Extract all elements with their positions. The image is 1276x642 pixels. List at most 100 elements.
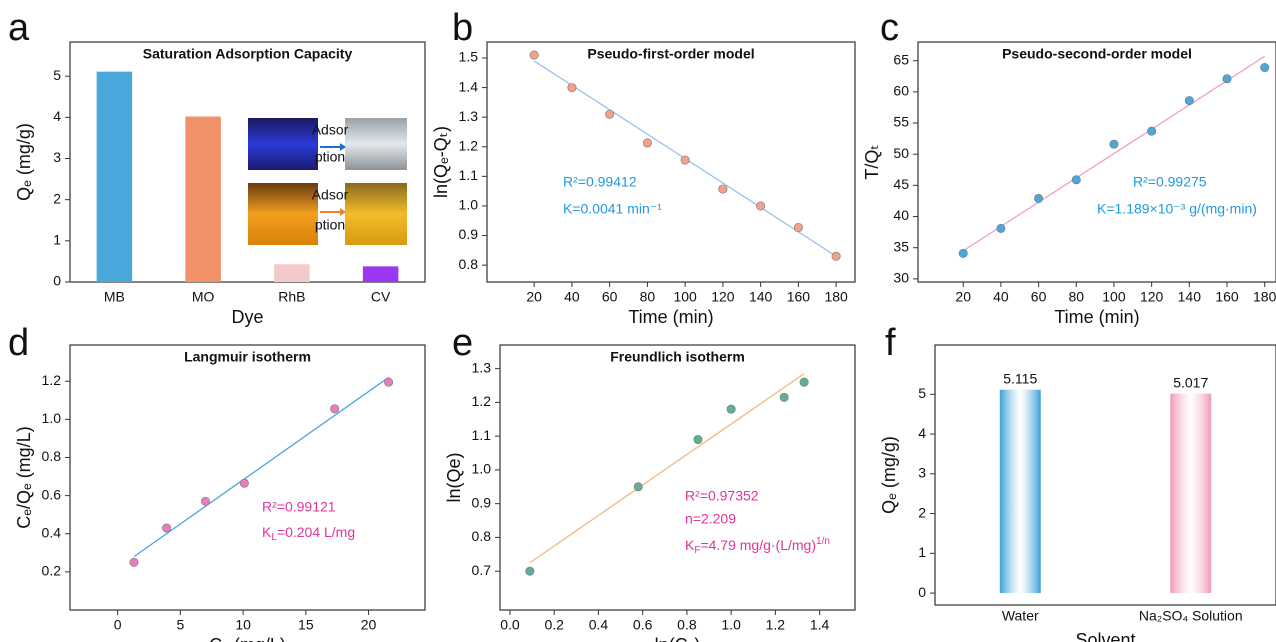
y-tick-label: 1 bbox=[53, 232, 61, 248]
data-point bbox=[1071, 175, 1081, 185]
plot-frame bbox=[499, 344, 856, 611]
photo bbox=[345, 118, 407, 170]
y-tick-label: 0.2 bbox=[42, 563, 62, 579]
photo bbox=[248, 118, 318, 170]
y-axis-title: T/Qₜ bbox=[862, 144, 882, 179]
x-tick-label: 40 bbox=[564, 289, 580, 305]
data-point bbox=[239, 478, 249, 488]
y-axis-title: Cₑ/Qₑ (mg/L) bbox=[14, 426, 34, 528]
data-point bbox=[726, 404, 736, 414]
plot-frame bbox=[486, 41, 856, 283]
y-tick-label: 1 bbox=[918, 544, 926, 560]
annotation-part: F bbox=[694, 545, 700, 556]
x-tick-label: 180 bbox=[824, 289, 848, 305]
annotation: Adsor bbox=[312, 122, 349, 138]
y-tick-label: 35 bbox=[893, 238, 909, 254]
y-tick-label: 0 bbox=[53, 273, 61, 289]
data-point bbox=[605, 109, 615, 119]
y-tick-label: 5 bbox=[918, 385, 926, 401]
plot-frame bbox=[934, 344, 1276, 606]
data-point bbox=[129, 557, 139, 567]
annotation: R²=0.99121 bbox=[262, 499, 336, 515]
panel-label: c bbox=[880, 7, 899, 49]
y-tick-label: 65 bbox=[893, 51, 909, 67]
y-tick-label: 3 bbox=[918, 465, 926, 481]
data-point bbox=[200, 496, 210, 506]
fit-line bbox=[133, 376, 389, 558]
x-tick-label: 80 bbox=[640, 289, 656, 305]
inset-photos bbox=[248, 118, 407, 245]
data-point bbox=[793, 223, 803, 233]
y-tick-label: 45 bbox=[893, 176, 909, 192]
y-tick-label: 0.8 bbox=[472, 528, 492, 544]
x-tick-label: 0.6 bbox=[633, 617, 653, 633]
data-point bbox=[996, 223, 1006, 233]
data-point bbox=[1222, 74, 1232, 84]
data-point bbox=[756, 201, 766, 211]
x-tick-label: Na₂SO₄ Solution bbox=[1139, 608, 1243, 624]
y-tick-label: 2 bbox=[53, 190, 61, 206]
x-tick-label: 20 bbox=[955, 289, 971, 305]
bar bbox=[185, 116, 221, 283]
data-point bbox=[718, 184, 728, 194]
x-tick-label: 15 bbox=[298, 617, 314, 633]
y-tick-label: 0.7 bbox=[472, 562, 492, 578]
y-axis-title: ln(Qₑ-Qₜ) bbox=[431, 126, 451, 198]
data-point bbox=[779, 392, 789, 402]
data-point bbox=[384, 377, 394, 387]
data-point bbox=[1034, 193, 1044, 203]
plot-frame bbox=[917, 41, 1276, 283]
panel-label: f bbox=[885, 322, 896, 364]
annotation-part: K bbox=[685, 537, 695, 553]
x-tick-label: 0.0 bbox=[500, 617, 520, 633]
y-tick-label: 0.8 bbox=[459, 256, 479, 272]
y-tick-label: 4 bbox=[918, 425, 926, 441]
chart-title: Pseudo-second-order model bbox=[1002, 46, 1192, 62]
x-tick-label: 0.2 bbox=[544, 617, 564, 633]
chart-title: Freundlich isotherm bbox=[610, 349, 745, 365]
y-tick-label: 1.0 bbox=[472, 461, 492, 477]
data-point bbox=[831, 251, 841, 261]
x-tick-label: 1.4 bbox=[810, 617, 830, 633]
annotation: K=1.189×10⁻³ g/(mg·min) bbox=[1097, 201, 1257, 217]
x-tick-label: 1.2 bbox=[766, 617, 786, 633]
x-tick-label: 0 bbox=[114, 617, 122, 633]
fit-line bbox=[529, 373, 805, 564]
arrow-head bbox=[340, 143, 346, 151]
annotation: ption bbox=[315, 149, 345, 165]
y-axis-title: Qₑ (mg/g) bbox=[879, 436, 899, 514]
y-tick-label: 0 bbox=[918, 584, 926, 600]
data-point bbox=[1109, 139, 1119, 149]
x-axis-title: Solvent bbox=[1075, 630, 1135, 642]
panel-label: a bbox=[8, 7, 30, 49]
x-axis-title: Cₑ (mg/L) bbox=[209, 635, 286, 642]
bar bbox=[1170, 393, 1212, 594]
data-label: 5.017 bbox=[1173, 374, 1208, 390]
annotation-part: K bbox=[262, 524, 272, 540]
x-tick-label: 40 bbox=[993, 289, 1009, 305]
chart-title: Saturation Adsorption Capacity bbox=[143, 46, 353, 62]
bar bbox=[999, 389, 1041, 594]
annotation: n=2.209 bbox=[685, 511, 736, 527]
x-tick-label: 120 bbox=[711, 289, 735, 305]
y-tick-label: 1.3 bbox=[472, 359, 492, 375]
x-axis-title: Time (min) bbox=[628, 307, 713, 327]
x-tick-label: 160 bbox=[1215, 289, 1239, 305]
annotation: K=0.0041 min⁻¹ bbox=[563, 201, 662, 217]
bar bbox=[96, 71, 133, 282]
y-tick-label: 55 bbox=[893, 114, 909, 130]
plot-frame bbox=[69, 344, 426, 611]
chart-title: Pseudo-first-order model bbox=[587, 46, 754, 62]
y-tick-label: 1.1 bbox=[472, 427, 492, 443]
y-tick-label: 1.3 bbox=[459, 108, 479, 124]
x-axis-title: Dye bbox=[231, 307, 263, 327]
data-point bbox=[525, 566, 535, 576]
bar bbox=[362, 266, 399, 282]
x-tick-label: 60 bbox=[1031, 289, 1047, 305]
y-tick-label: 4 bbox=[53, 108, 61, 124]
data-point bbox=[693, 435, 703, 445]
data-point bbox=[567, 83, 577, 93]
x-tick-label: MO bbox=[192, 289, 215, 305]
annotation-part: 1/n bbox=[816, 536, 830, 547]
annotation-part: L bbox=[271, 532, 277, 543]
